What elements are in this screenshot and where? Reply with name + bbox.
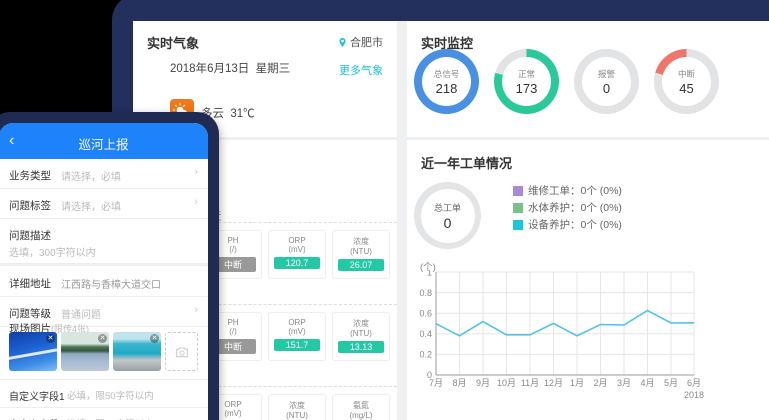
- svg-text:6月: 6月: [687, 378, 701, 388]
- svg-text:1月: 1月: [570, 378, 584, 388]
- svg-text:0.6: 0.6: [419, 309, 432, 319]
- svg-text:3月: 3月: [617, 378, 631, 388]
- svg-text:10月: 10月: [497, 378, 516, 388]
- svg-text:2018: 2018: [684, 390, 704, 400]
- svg-text:7月: 7月: [429, 378, 443, 388]
- svg-text:0.8: 0.8: [419, 288, 432, 298]
- svg-text:0.4: 0.4: [419, 329, 432, 339]
- svg-text:5月: 5月: [664, 378, 678, 388]
- svg-text:11月: 11月: [521, 378, 539, 388]
- svg-text:2月: 2月: [593, 378, 607, 388]
- svg-text:9月: 9月: [476, 378, 490, 388]
- svg-text:1: 1: [427, 270, 432, 278]
- svg-text:12月: 12月: [544, 378, 563, 388]
- svg-text:4月: 4月: [640, 378, 654, 388]
- svg-text:8月: 8月: [452, 378, 466, 388]
- svg-text:0.2: 0.2: [419, 350, 432, 360]
